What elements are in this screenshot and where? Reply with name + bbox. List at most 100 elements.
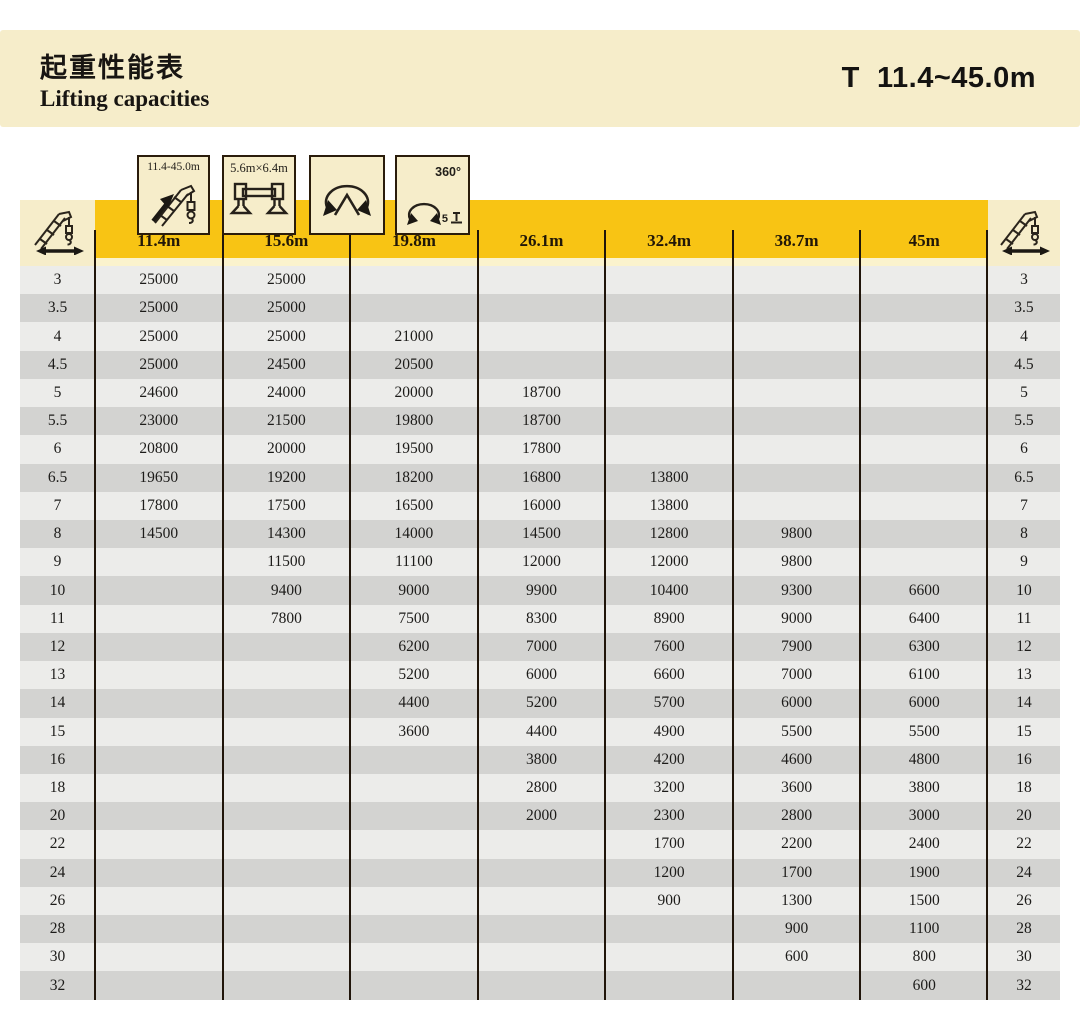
capacity-cell: 19200: [222, 463, 351, 492]
capacity-cell: [95, 717, 223, 746]
capacity-cell: [860, 350, 988, 379]
capacity-cell: 900: [732, 915, 861, 944]
capacity-cell: 6000: [732, 689, 861, 718]
radius-label-right: 4: [987, 322, 1060, 351]
capacity-cell: 7000: [732, 661, 861, 690]
radius-label-left: 5.5: [20, 407, 95, 436]
capacity-cell: 7900: [732, 632, 861, 662]
capacity-cell: 3600: [350, 717, 478, 746]
capacity-cell: [222, 886, 351, 916]
capacity-cell: [732, 463, 861, 492]
table-row: 6.5 19650 19200 18200 16800 13800 6.5: [20, 463, 1060, 492]
capacity-cell: 7500: [350, 604, 478, 633]
capacity-cell: 4600: [732, 745, 861, 774]
table-row: 32 600 32: [20, 971, 1060, 1000]
capacity-cell: 17800: [477, 435, 606, 464]
capacity-cell: 600: [732, 943, 861, 972]
capacity-cell: 12000: [605, 548, 733, 577]
radius-label-right: 4.5: [987, 350, 1060, 379]
capacity-cell: [222, 745, 351, 774]
capacity-cell: [732, 266, 861, 295]
capacity-cell: 6200: [350, 632, 478, 662]
capacity-cell: [95, 830, 223, 859]
radius-label-right: 6.5: [987, 463, 1060, 492]
capacity-cell: [732, 350, 861, 379]
capacity-cell: 24500: [222, 350, 351, 379]
capacity-cell: 14300: [222, 519, 351, 549]
capacity-cell: [860, 407, 988, 436]
radius-label-left: 22: [20, 830, 95, 859]
capacity-cell: 1200: [605, 858, 733, 887]
capacity-cell: [222, 632, 351, 662]
table-row: 28 900 1100 28: [20, 915, 1060, 944]
radius-label-left: 15: [20, 717, 95, 746]
capacity-cell: 11100: [350, 548, 478, 577]
radius-label-right: 9: [987, 548, 1060, 577]
capacity-cell: [605, 971, 733, 1000]
capacity-cell: 13800: [605, 463, 733, 492]
capacity-cell: 2000: [477, 802, 606, 831]
capacity-cell: 1700: [732, 858, 861, 887]
boom-range-label: 11.4-45.0m: [147, 161, 200, 173]
table-row: 24 1200 1700 1900 24: [20, 858, 1060, 887]
radius-label-right: 30: [987, 943, 1060, 972]
capacity-cell: 24600: [95, 378, 223, 408]
capacity-cell: 6600: [860, 576, 988, 605]
capacity-cell: 20000: [350, 378, 478, 408]
radius-label-left: 10: [20, 576, 95, 605]
capacity-cell: 9800: [732, 519, 861, 549]
rotation-360-legend-box: 360° 5: [395, 155, 470, 235]
capacity-cell: [95, 548, 223, 577]
table-row: 6 20800 20000 19500 17800 6: [20, 435, 1060, 464]
boom-range-title: T 11.4~45.0m: [841, 62, 1036, 94]
capacity-cell: 600: [860, 971, 988, 1000]
column-header-32.4m: 32.4m: [605, 200, 733, 258]
table-row: 30 600 800 30: [20, 943, 1060, 972]
capacity-cell: 19800: [350, 407, 478, 436]
capacity-cell: [477, 971, 606, 1000]
radius-label-left: 6: [20, 435, 95, 464]
table-row: 3.5 25000 25000 3.5: [20, 294, 1060, 323]
capacity-cell: [95, 858, 223, 887]
radius-label-left: 4: [20, 322, 95, 351]
radius-label-left: 16: [20, 745, 95, 774]
capacity-cell: 19500: [350, 435, 478, 464]
capacity-cell: 10400: [605, 576, 733, 605]
capacity-cell: 800: [860, 943, 988, 972]
capacity-cell: [732, 294, 861, 323]
radius-label-right: 12: [987, 632, 1060, 662]
radius-label-left: 6.5: [20, 463, 95, 492]
capacity-cell: 900: [605, 886, 733, 916]
capacity-cell: 9400: [222, 576, 351, 605]
capacity-cell: 25000: [95, 294, 223, 323]
radius-label-right: 14: [987, 689, 1060, 718]
capacity-cell: 16800: [477, 463, 606, 492]
crane-radius-icon: [1000, 210, 1050, 255]
crane-radius-icon: [33, 210, 84, 255]
lifting-capacity-table: 11.4m 15.6m 19.8m 26.1m 32.4m 38.7m 45m: [20, 200, 1060, 1000]
capacity-cell: 6000: [477, 661, 606, 690]
table-row: 5 24600 24000 20000 18700 5: [20, 378, 1060, 408]
capacity-cell: 3800: [477, 745, 606, 774]
radius-label-right: 15: [987, 717, 1060, 746]
capacity-cell: 20800: [95, 435, 223, 464]
capacity-cell: [222, 830, 351, 859]
capacity-cell: 4900: [605, 717, 733, 746]
radius-label-right: 13: [987, 661, 1060, 690]
capacity-cell: [605, 350, 733, 379]
capacity-cell: 14000: [350, 519, 478, 549]
slewing-range-legend-box: [309, 155, 385, 235]
radius-label-right: 16: [987, 745, 1060, 774]
capacity-cell: [477, 915, 606, 944]
capacity-cell: 25000: [222, 294, 351, 323]
capacity-cell: [860, 463, 988, 492]
capacity-cell: 20500: [350, 350, 478, 379]
capacity-cell: 14500: [95, 519, 223, 549]
capacity-cell: [95, 971, 223, 1000]
capacity-cell: 9000: [732, 604, 861, 633]
radius-label-left: 32: [20, 971, 95, 1000]
radius-label-left: 13: [20, 661, 95, 690]
capacity-cell: [350, 858, 478, 887]
capacity-cell: [350, 830, 478, 859]
